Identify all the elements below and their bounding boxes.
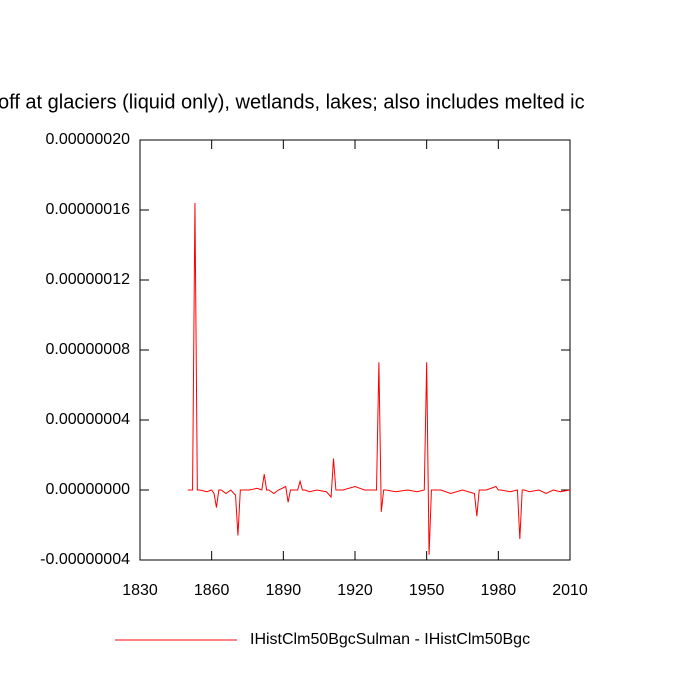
x-tick-label: 2010: [552, 582, 588, 599]
chart-title: off at glaciers (liquid only), wetlands,…: [0, 91, 585, 113]
x-tick-label: 1860: [194, 582, 230, 599]
legend-label: IHistClm50BgcSulman - IHistClm50Bgc: [250, 631, 530, 648]
y-tick-label: 0.00000012: [45, 271, 130, 288]
x-tick-label: 1950: [409, 582, 445, 599]
y-tick-label: -0.00000004: [40, 551, 130, 568]
y-tick-label: 0.00000016: [45, 201, 130, 218]
y-tick-label: 0.00000008: [45, 341, 130, 358]
x-tick-label: 1830: [122, 582, 158, 599]
y-tick-label: 0.00000004: [45, 411, 130, 428]
x-tick-label: 1980: [481, 582, 517, 599]
y-tick-label: 0.00000020: [45, 131, 130, 148]
data-line: [187, 202, 571, 555]
plot-frame: [139, 139, 571, 561]
x-tick-label: 1920: [337, 582, 373, 599]
x-tick-label: 1890: [266, 582, 302, 599]
y-tick-label: 0.00000000: [45, 481, 130, 498]
